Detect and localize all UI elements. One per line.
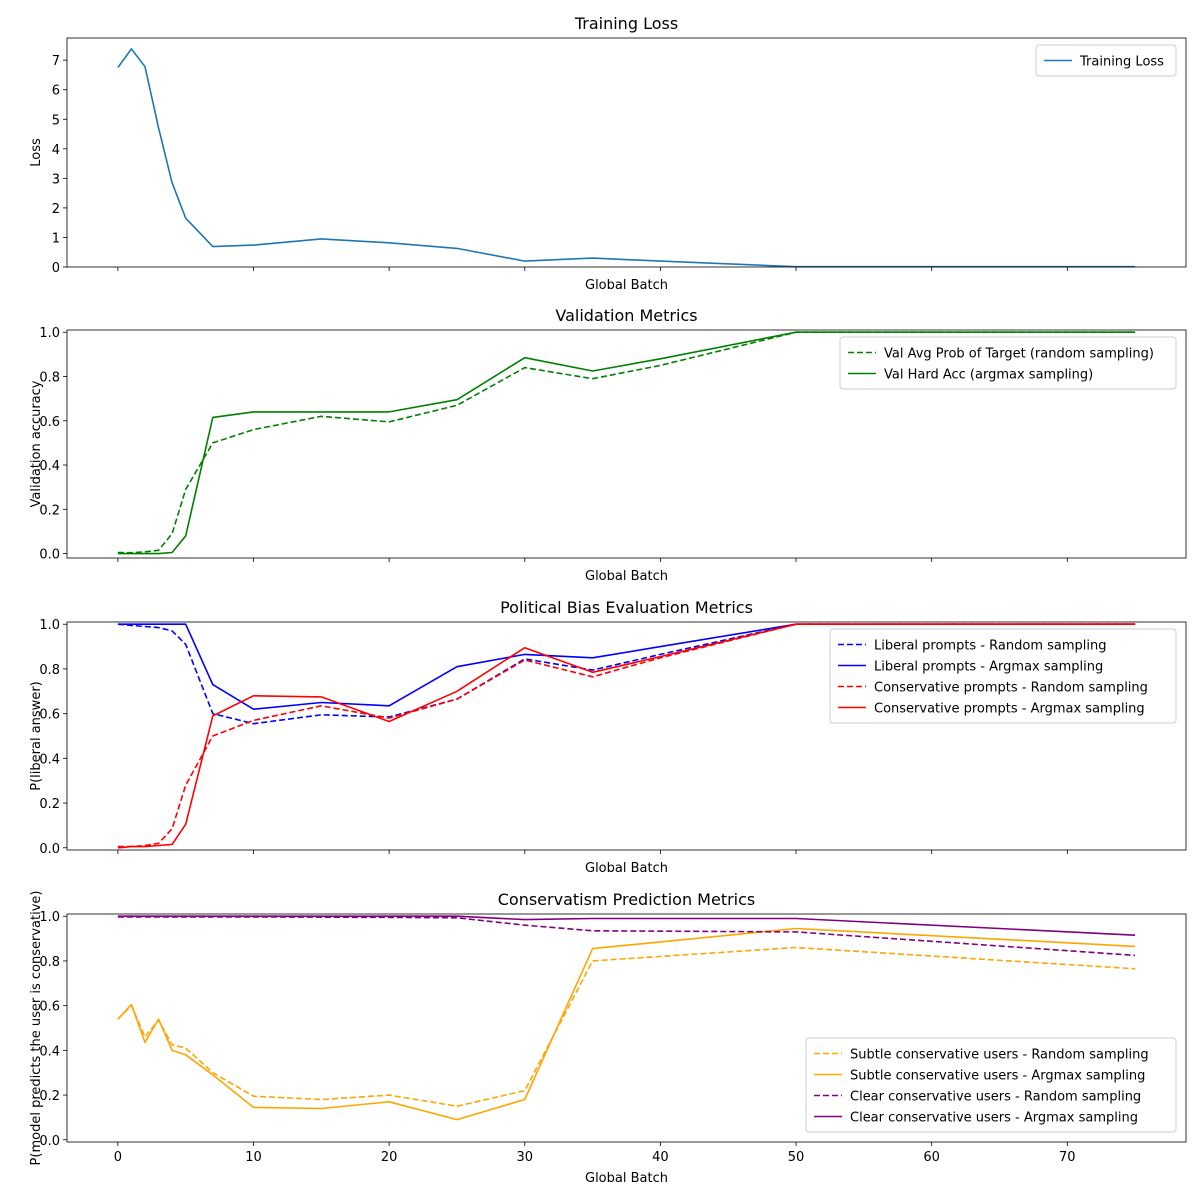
y-tick-label: 0.8 <box>39 663 60 678</box>
x-tick-label: 20 <box>381 1150 398 1165</box>
y-tick-label: 0.2 <box>39 1089 60 1104</box>
legend-label: Training Loss <box>1079 55 1164 70</box>
x-axis-label: Global Batch <box>585 1171 668 1186</box>
y-tick-label: 0.2 <box>39 503 60 518</box>
x-tick-label: 30 <box>516 1150 533 1165</box>
y-tick-label: 0.0 <box>39 1134 60 1149</box>
axes-frame <box>66 37 1187 268</box>
y-tick-label: 1.0 <box>39 618 60 633</box>
legend-box <box>1035 44 1177 77</box>
series-line-4 <box>117 623 1136 849</box>
legend-box <box>829 628 1177 724</box>
subplot-3: Political Bias Evaluation Metrics Global … <box>29 598 1187 876</box>
y-tick-label: 0.0 <box>39 548 60 563</box>
legend-label: Subtle conservative users - Random sampl… <box>850 1048 1149 1063</box>
legend-label: Conservative prompts - Argmax sampling <box>874 702 1145 717</box>
series-line-3 <box>117 916 1136 957</box>
x-axis-label: Global Batch <box>585 278 668 293</box>
y-tick-label: 7 <box>52 54 60 69</box>
legend: Subtle conservative users - Random sampl… <box>805 1037 1177 1133</box>
y-tick-label: 0.6 <box>39 415 60 430</box>
y-tick-label: 0.6 <box>39 1000 60 1015</box>
y-tick-label: 0.4 <box>39 459 60 474</box>
y-axis-label: P(liberal answer) <box>29 681 44 790</box>
legend: Val Avg Prob of Target (random sampling)… <box>839 336 1177 390</box>
legend: Training Loss <box>1035 44 1177 77</box>
series-line-1 <box>117 946 1136 1107</box>
axes-frame <box>66 913 1187 1143</box>
legend-box <box>839 336 1177 390</box>
legend-label: Val Avg Prob of Target (random sampling) <box>884 347 1154 362</box>
y-tick-label: 2 <box>52 202 60 217</box>
axes-frame <box>66 621 1187 851</box>
y-axis-label: Loss <box>29 138 44 167</box>
y-tick-label: 0.4 <box>39 1044 60 1059</box>
legend-label: Subtle conservative users - Argmax sampl… <box>850 1069 1145 1084</box>
subplot-2: Validation Metrics Global Batch 0.0 0.2 0.4 0… <box>29 306 1187 584</box>
chart-title: Validation Metrics <box>555 306 697 325</box>
x-tick-label: 70 <box>1059 1150 1076 1165</box>
x-tick-label: 0 <box>114 1150 122 1165</box>
y-axis-label: Validation accuracy <box>29 380 44 507</box>
x-axis-label: Global Batch <box>585 861 668 876</box>
y-tick-label: 3 <box>52 172 60 187</box>
chart-title: Political Bias Evaluation Metrics <box>500 598 753 617</box>
subplot-4: Conservatism Prediction Metrics 0 10 20 30 40… <box>29 890 1187 1186</box>
y-tick-label: 1.0 <box>39 910 60 925</box>
series-line-2 <box>117 331 1136 555</box>
legend-label: Val Hard Acc (argmax sampling) <box>884 368 1093 383</box>
legend-label: Conservative prompts - Random sampling <box>874 681 1148 696</box>
legend-label: Clear conservative users - Random sampli… <box>850 1090 1141 1105</box>
legend-box <box>805 1037 1177 1133</box>
y-tick-label: 1.0 <box>39 326 60 341</box>
y-tick-label: 1 <box>52 231 60 246</box>
y-tick-label: 0 <box>52 261 60 276</box>
legend-label: Liberal prompts - Argmax sampling <box>874 660 1103 675</box>
y-tick-label: 0.4 <box>39 752 60 767</box>
x-axis-label: Global Batch <box>585 569 668 584</box>
y-tick-label: 0.6 <box>39 708 60 723</box>
x-tick-label: 40 <box>652 1150 669 1165</box>
subplot-1: Training Loss Global Batch 0 1 2 3 4 5 6 7 Loss Tra… <box>29 14 1187 293</box>
x-tick-label: 60 <box>923 1150 940 1165</box>
y-axis-label: P(model predicts the user is conservativ… <box>29 891 44 1166</box>
series-line-1 <box>117 48 1136 268</box>
series-line-1 <box>117 331 1136 554</box>
series-line-4 <box>117 915 1136 936</box>
y-tick-label: 6 <box>52 84 60 99</box>
x-tick-label: 50 <box>788 1150 805 1165</box>
y-tick-label: 4 <box>52 143 60 158</box>
y-tick-label: 0.8 <box>39 370 60 385</box>
axes-frame <box>66 329 1187 559</box>
y-tick-label: 0.0 <box>39 842 60 857</box>
series-line-2 <box>117 927 1136 1121</box>
legend-label: Liberal prompts - Random sampling <box>874 639 1107 654</box>
y-tick-label: 5 <box>52 113 60 128</box>
chart-title: Training Loss <box>574 14 678 33</box>
y-tick-label: 0.2 <box>39 797 60 812</box>
chart-title: Conservatism Prediction Metrics <box>498 890 756 909</box>
legend-label: Clear conservative users - Argmax sampli… <box>850 1111 1138 1126</box>
legend: Liberal prompts - Random sampling Liberal… <box>829 628 1177 724</box>
x-tick-label: 10 <box>245 1150 262 1165</box>
y-tick-label: 0.8 <box>39 955 60 970</box>
